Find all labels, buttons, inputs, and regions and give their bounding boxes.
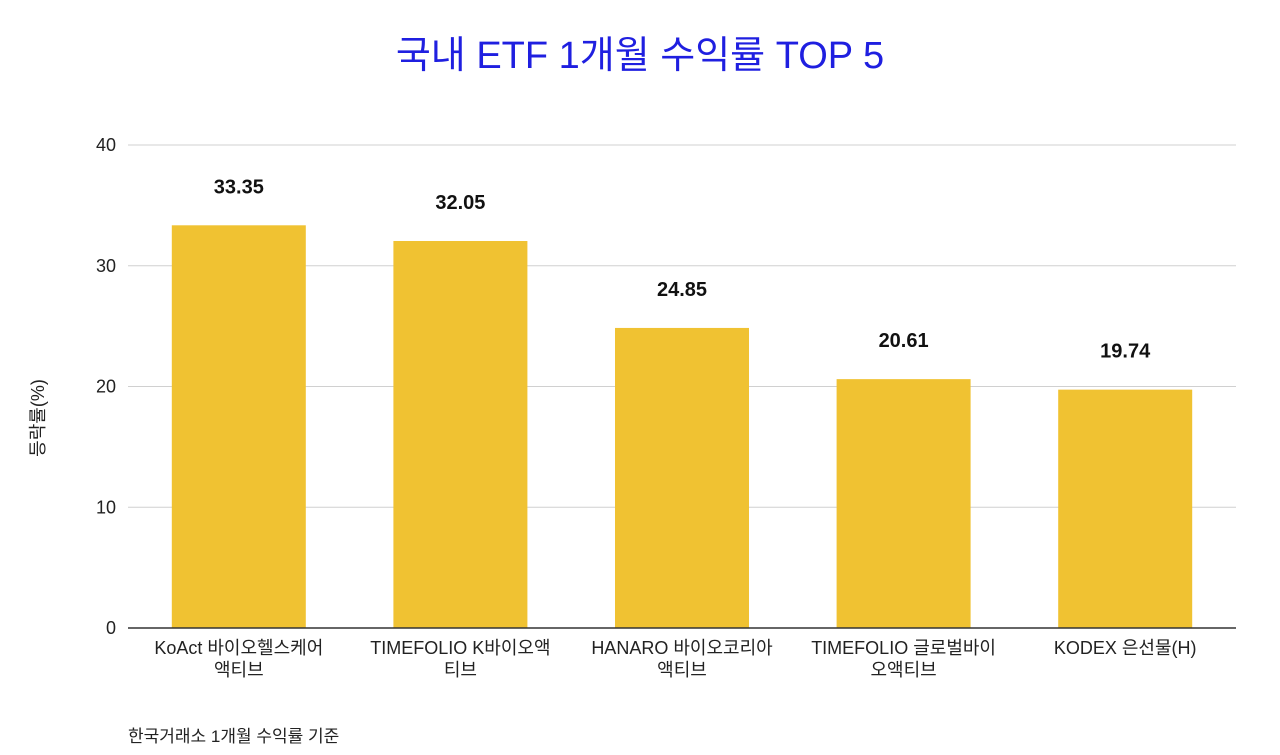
chart-title: 국내 ETF 1개월 수익률 TOP 5	[395, 35, 885, 77]
x-tick-label: 액티브	[214, 660, 264, 680]
x-tick-label: KODEX 은선물(H)	[1054, 638, 1197, 658]
data-labels: 33.35 32.05 24.85 20.61 19.74	[214, 176, 1151, 362]
bar	[171, 225, 306, 628]
bar	[1058, 389, 1193, 628]
x-tick-label: TIMEFOLIO K바이오액	[370, 638, 550, 658]
y-tick-label: 20	[96, 377, 116, 397]
bar	[393, 240, 528, 628]
footnote: 한국거래소 1개월 수익률 기준	[128, 727, 340, 746]
y-tick-label: 10	[96, 497, 116, 517]
x-tick-label: HANARO 바이오코리아	[591, 638, 773, 658]
x-tick-label: 티브	[444, 660, 477, 680]
bar	[836, 379, 971, 628]
x-tick-label: KoAct 바이오헬스케어	[154, 638, 323, 658]
data-label: 33.35	[214, 176, 264, 198]
y-axis-ticks: 0 10 20 30 40	[96, 135, 116, 638]
y-tick-label: 40	[96, 135, 116, 155]
x-tick-label: TIMEFOLIO 글로벌바이	[811, 638, 996, 658]
data-label: 19.74	[1100, 341, 1151, 363]
data-label: 32.05	[435, 192, 485, 214]
y-axis-label: 등락률(%)	[28, 379, 48, 457]
y-tick-label: 0	[106, 618, 116, 638]
data-label: 20.61	[879, 330, 929, 352]
data-label: 24.85	[657, 279, 707, 301]
bar	[615, 327, 749, 628]
y-tick-label: 30	[96, 256, 116, 276]
bars	[171, 225, 1193, 628]
x-tick-label: 액티브	[657, 660, 707, 680]
x-tick-label: 오액티브	[870, 660, 936, 680]
